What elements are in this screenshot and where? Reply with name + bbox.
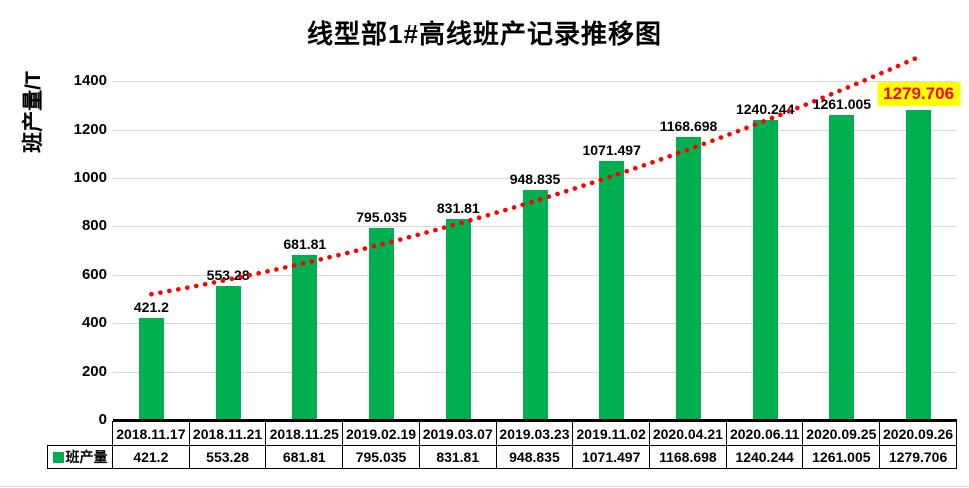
x-axis-line: [113, 419, 957, 421]
table-date-cell: 2019.03.07: [418, 421, 497, 446]
table-date-cell: 2019.11.02: [572, 421, 651, 446]
table-value-cell: 1071.497: [572, 445, 651, 469]
table-value-cell: 1261.005: [802, 445, 881, 469]
y-axis-title: 班产量/T: [22, 71, 45, 153]
table-value-cell: 421.2: [112, 445, 190, 469]
table-value-cell: 831.81: [418, 445, 497, 469]
bar: [292, 255, 318, 420]
table-date-cell: 2018.11.25: [265, 421, 344, 446]
y-tick-label: 1400: [73, 72, 107, 90]
table-value-cell: 795.035: [342, 445, 420, 469]
table-date-cell: 2020.06.11: [725, 421, 804, 446]
y-tick-label: 400: [81, 314, 107, 332]
window-bottom-edge: [0, 486, 969, 487]
bar-label: 948.835: [509, 171, 561, 188]
table-value-cell: 948.835: [495, 445, 574, 469]
table-date-cell: 2020.04.21: [649, 421, 727, 446]
y-tick-label: 1200: [73, 120, 107, 138]
bar-label: 1168.698: [659, 118, 718, 135]
bar: [369, 227, 394, 420]
table-date-cell: 2019.03.23: [495, 421, 574, 446]
y-tick-label: 600: [81, 265, 107, 283]
bar: [752, 119, 778, 420]
table-date-cell: 2018.11.17: [112, 421, 190, 446]
legend-label: 班产量: [65, 449, 108, 465]
bar: [138, 318, 164, 420]
bar: [522, 190, 548, 420]
bar: [445, 218, 471, 420]
y-tick-label: 800: [81, 217, 107, 235]
bar-label: 1071.497: [582, 141, 641, 158]
y-tick-label: 1000: [73, 169, 107, 186]
y-tick-label: 0: [98, 411, 107, 428]
table-value-cell: 1168.698: [649, 445, 727, 469]
table-value-cell: 1240.244: [725, 445, 804, 469]
table-date-cell: 2018.11.21: [188, 421, 267, 446]
bar: [599, 160, 625, 420]
table-date-row: 2018.11.17 2018.11.21 2018.11.25 2019.02.19…: [112, 421, 957, 446]
bar-label: 1240.244: [735, 100, 795, 117]
table-value-row: 班产量 421.2 553.28 681.81 795.035 831.81 948.835…: [47, 445, 957, 469]
bar: [829, 114, 855, 420]
table-value-cell: 681.81: [265, 445, 344, 469]
bar-label: 421.2: [133, 299, 169, 316]
bar: [215, 286, 241, 420]
chart-title: 线型部1#高线班产记录推移图: [307, 19, 662, 49]
table-value-cell: 1279.706: [879, 445, 957, 469]
y-tick-label: 200: [81, 362, 107, 380]
gridline: [113, 81, 957, 83]
table-value-cell: 553.28: [188, 445, 267, 469]
bar-label-highlighted: 1279.706: [877, 82, 961, 107]
table-date-cell: 2020.09.26: [879, 421, 957, 446]
bar-label: 553.28: [206, 267, 250, 284]
table-date-cell: 2019.02.19: [342, 421, 420, 446]
legend-swatch: [52, 451, 64, 463]
legend-cell: 班产量: [47, 445, 113, 469]
bar: [676, 137, 701, 420]
bar: [906, 110, 932, 420]
bar-label: 1261.005: [812, 95, 872, 112]
bar-label: 681.81: [283, 236, 327, 252]
bar-label: 795.035: [356, 208, 407, 225]
bar-label: 831.81: [436, 199, 480, 216]
table-date-cell: 2020.09.25: [802, 421, 881, 446]
